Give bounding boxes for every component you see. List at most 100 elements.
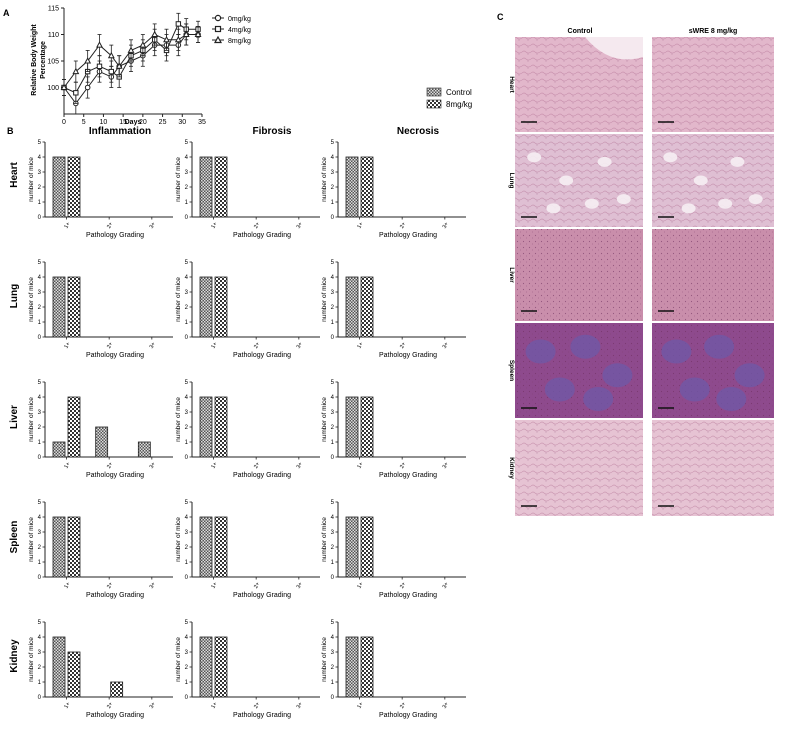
x-tick-label: 1+ [356, 461, 364, 469]
x-axis-label: Pathology Grading [86, 592, 144, 599]
y-tick-label: 0 [331, 455, 335, 461]
white-pulp-region [544, 377, 575, 402]
x-axis-label: Pathology Grading [379, 472, 437, 479]
y-tick-label: 0 [331, 335, 335, 341]
y-axis-label: number of mice [175, 157, 182, 202]
white-pulp-region [583, 387, 614, 411]
y-tick-label: 2 [38, 665, 42, 671]
y-tick-label: 1 [331, 320, 335, 326]
bar-8mg [214, 276, 228, 338]
legend-label-4mg: 4mg/kg [228, 27, 251, 34]
alveolar-space [730, 156, 745, 167]
y-tick-label: 4 [185, 275, 189, 281]
data-point [96, 41, 103, 48]
bar-chart-heart-inflammation: 0 1 2 3 4 5 number of mice 1+ 2+ 3+ Pathology Grad… [28, 140, 173, 239]
bar-8mg [67, 396, 81, 458]
histology-image-heart-swre [652, 37, 774, 132]
histology-row-label-liver: Liver [508, 267, 515, 283]
y-tick-label: 3 [38, 170, 42, 176]
bar-8mg [360, 156, 374, 218]
y-tick-label: 3 [331, 170, 335, 176]
y-tick-label: 115 [48, 6, 59, 13]
bar-control [199, 396, 213, 458]
y-tick-label: 5 [185, 140, 189, 146]
panel-a-ylabel-line1: Relative Body Weight [31, 24, 38, 96]
bar-8mg [214, 516, 228, 578]
alveolar-space [546, 203, 561, 214]
x-tick-label: 3+ [296, 221, 304, 229]
x-axis-label: Pathology Grading [86, 712, 144, 719]
legend-label-0mg: 0mg/kg [228, 16, 251, 23]
y-tick-label: 1 [185, 680, 189, 686]
x-tick-label: 2+ [399, 461, 407, 469]
histology-image-spleen-swre [652, 323, 774, 418]
y-tick-label: 3 [185, 170, 189, 176]
data-point [60, 83, 68, 90]
bar-chart-lung-necrosis: 0 1 2 3 4 5 number of mice 1+ 2+ 3+ Pathology Grad… [321, 260, 466, 359]
y-axis-label: number of mice [321, 277, 328, 322]
bar-8mg [67, 516, 81, 578]
histology-row-label-lung: Lung [508, 173, 515, 189]
histology-row-label-heart: Heart [508, 76, 515, 93]
bar-chart-lung-fibrosis: 0 1 2 3 4 5 number of mice 1+ 2+ 3+ Pathology Grad… [175, 260, 320, 359]
alveolar-space [693, 175, 708, 186]
white-pulp-region [570, 334, 601, 359]
y-axis-label: number of mice [175, 637, 182, 682]
y-tick-label: 5 [331, 140, 335, 146]
y-tick-label: 0 [38, 695, 42, 701]
y-tick-label: 3 [38, 650, 42, 656]
y-tick-label: 0 [185, 455, 189, 461]
data-point [174, 35, 182, 43]
histology-image-kidney-control [515, 420, 643, 516]
x-tick-label: 1+ [63, 461, 71, 469]
alveolar-space [559, 175, 574, 186]
bar-chart-heart-fibrosis: 0 1 2 3 4 5 number of mice 1+ 2+ 3+ Pathology Grad… [175, 140, 320, 239]
x-axis-label: Pathology Grading [379, 232, 437, 239]
row-label-spleen: Spleen [9, 521, 20, 554]
y-axis-label: number of mice [175, 397, 182, 442]
y-tick-label: 1 [185, 560, 189, 566]
y-axis-label: number of mice [28, 157, 35, 202]
panel-label-a: A [3, 8, 10, 18]
y-tick-label: 100 [47, 85, 59, 92]
vessel-space [585, 37, 643, 60]
alveolar-space [681, 203, 696, 214]
bar-chart-kidney-fibrosis: 0 1 2 3 4 5 number of mice 1+ 2+ 3+ Pathology Grad… [175, 620, 320, 719]
x-tick-label: 1+ [63, 341, 71, 349]
panel-b-legend: Control 8mg/kg [426, 87, 472, 109]
x-tick-label: 3+ [442, 581, 450, 589]
histology-row-label-spleen: Spleen [508, 360, 515, 381]
y-tick-label: 4 [331, 155, 335, 161]
data-point [175, 21, 182, 27]
x-tick-label: 30 [178, 119, 186, 126]
y-tick-label: 4 [185, 395, 189, 401]
y-tick-label: 3 [331, 410, 335, 416]
white-pulp-region [525, 339, 556, 364]
bar-chart-spleen-fibrosis: 0 1 2 3 4 5 number of mice 1+ 2+ 3+ Pathology Grad… [175, 500, 320, 599]
x-tick-label: 3+ [442, 221, 450, 229]
y-tick-label: 4 [38, 275, 42, 281]
bar-control [345, 396, 359, 458]
x-tick-label: 3+ [149, 461, 157, 469]
data-point [108, 68, 115, 75]
y-tick-label: 3 [185, 530, 189, 536]
white-pulp-region [679, 377, 710, 402]
x-tick-label: 1+ [210, 701, 218, 709]
data-point [107, 51, 115, 59]
x-tick-label: 2+ [399, 341, 407, 349]
y-tick-label: 1 [185, 320, 189, 326]
y-tick-label: 1 [38, 440, 42, 446]
x-tick-label: 2+ [399, 701, 407, 709]
y-tick-label: 5 [38, 620, 42, 626]
y-tick-label: 2 [185, 665, 189, 671]
bar-control [345, 156, 359, 218]
y-tick-label: 3 [38, 290, 42, 296]
x-tick-label: 5 [82, 119, 86, 126]
x-tick-label: 1+ [63, 701, 71, 709]
y-axis-label: number of mice [321, 397, 328, 442]
panel-a-ylabel-line2: Percentage [40, 41, 47, 79]
x-tick-label: 10 [100, 119, 108, 126]
y-tick-label: 3 [185, 290, 189, 296]
panel-a-legend: 0mg/kg 4mg/kg 8mg/kg [212, 14, 251, 45]
